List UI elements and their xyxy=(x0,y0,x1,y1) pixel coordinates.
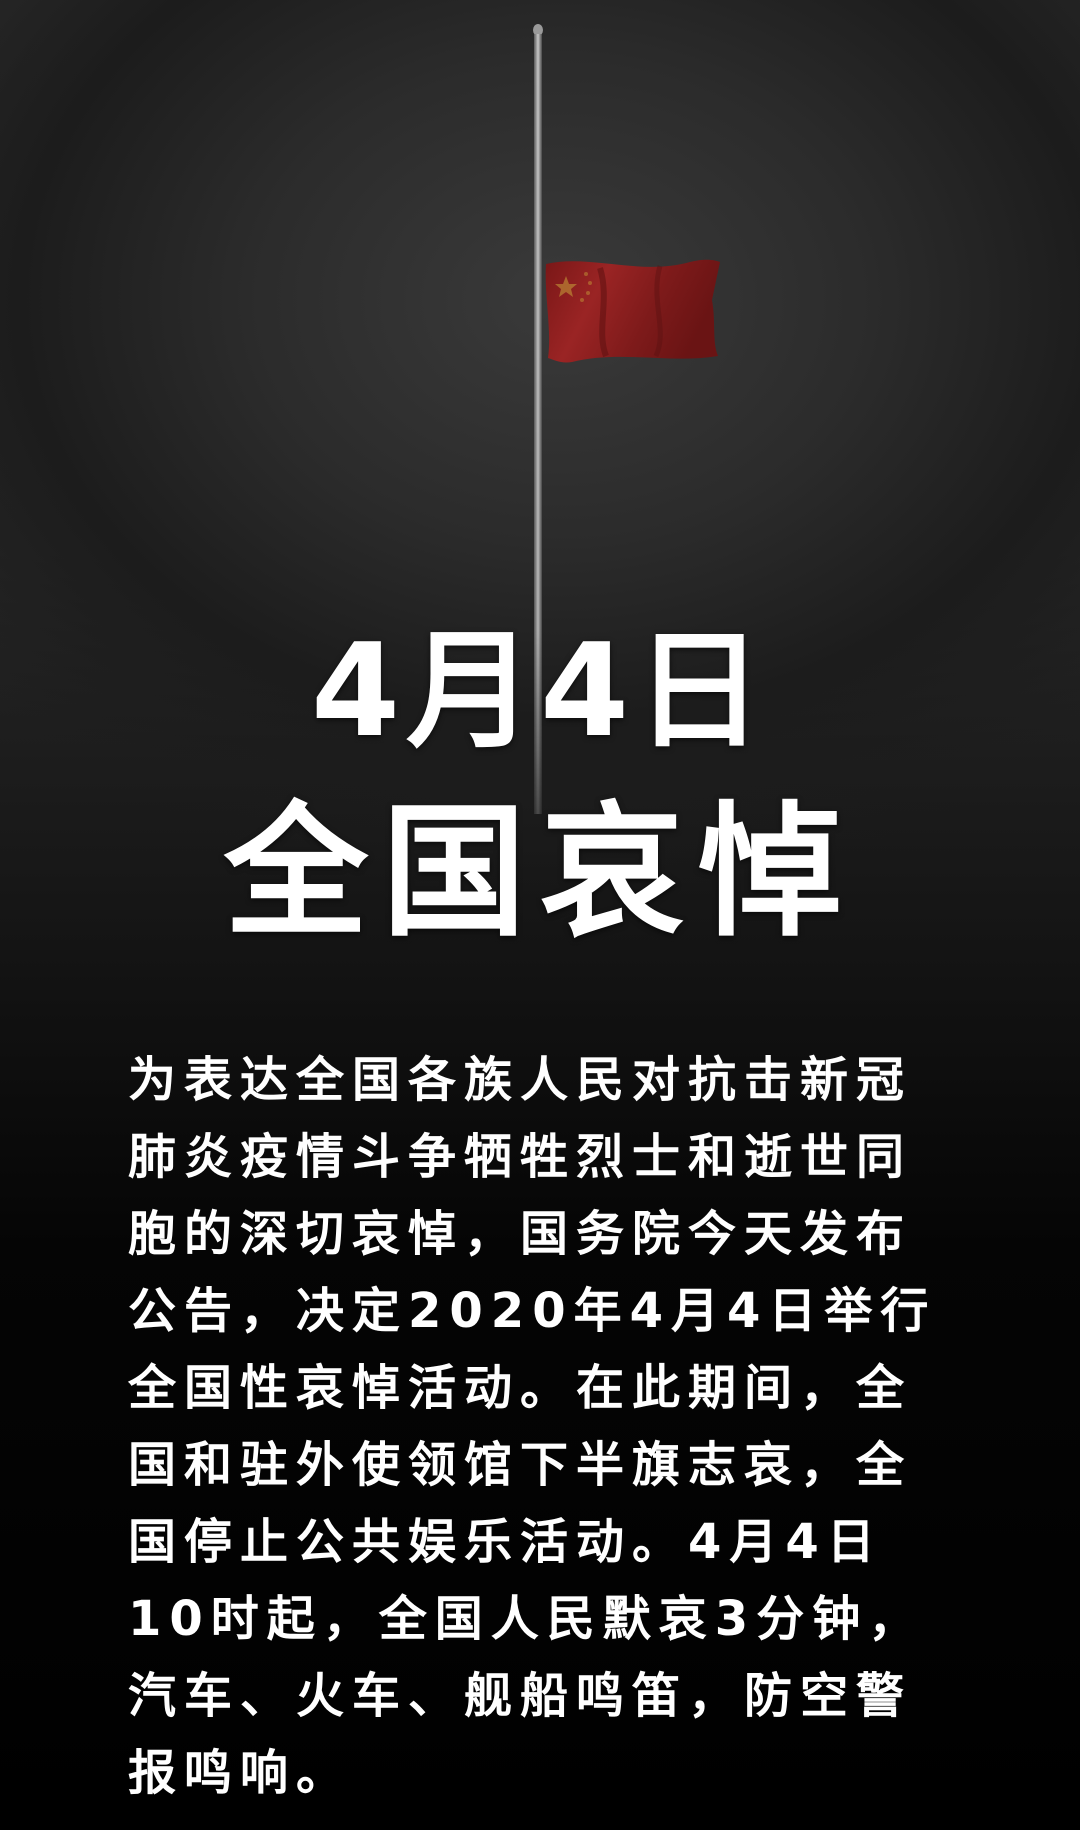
flagpole-finial xyxy=(533,24,543,36)
half-mast-flag-icon xyxy=(533,24,720,814)
headline-title: 全国哀悼 xyxy=(223,788,856,956)
announcement-line: 报鸣响。 xyxy=(128,1745,353,1801)
announcement-line: 全国性哀悼活动。在此期间，全 xyxy=(128,1360,913,1416)
announcement-line: 国停止公共娱乐活动。4月4日 xyxy=(128,1514,883,1570)
flag-fold xyxy=(653,265,663,358)
flag-star-icon xyxy=(586,291,590,295)
flag-star-icon xyxy=(584,272,588,276)
flagpole xyxy=(534,34,542,814)
announcement-line: 10时起，全国人民默哀3分钟， xyxy=(128,1591,925,1647)
announcement-text: 为表达全国各族人民对抗击新冠 肺炎疫情斗争牺牲烈士和逝世同 胞的深切哀悼，国务院… xyxy=(128,1042,964,1812)
announcement-line: 为表达全国各族人民对抗击新冠 xyxy=(128,1052,913,1108)
announcement-line: 肺炎疫情斗争牺牲烈士和逝世同 xyxy=(128,1129,913,1185)
flag-cloth xyxy=(545,259,720,363)
announcement-line: 国和驻外使领馆下半旗志哀，全 xyxy=(128,1437,913,1493)
flag-fold xyxy=(597,267,609,358)
announcement-line: 公告，决定2020年4月4日举行 xyxy=(128,1283,937,1339)
flag-star-icon xyxy=(580,298,584,302)
flag-star-icon xyxy=(555,276,577,297)
flag-star-icon xyxy=(588,281,592,285)
headline-date: 4月4日 xyxy=(310,617,770,766)
announcement-line: 汽车、火车、舰船鸣笛，防空警 xyxy=(128,1668,913,1724)
announcement-line: 胞的深切哀悼，国务院今天发布 xyxy=(128,1206,913,1262)
